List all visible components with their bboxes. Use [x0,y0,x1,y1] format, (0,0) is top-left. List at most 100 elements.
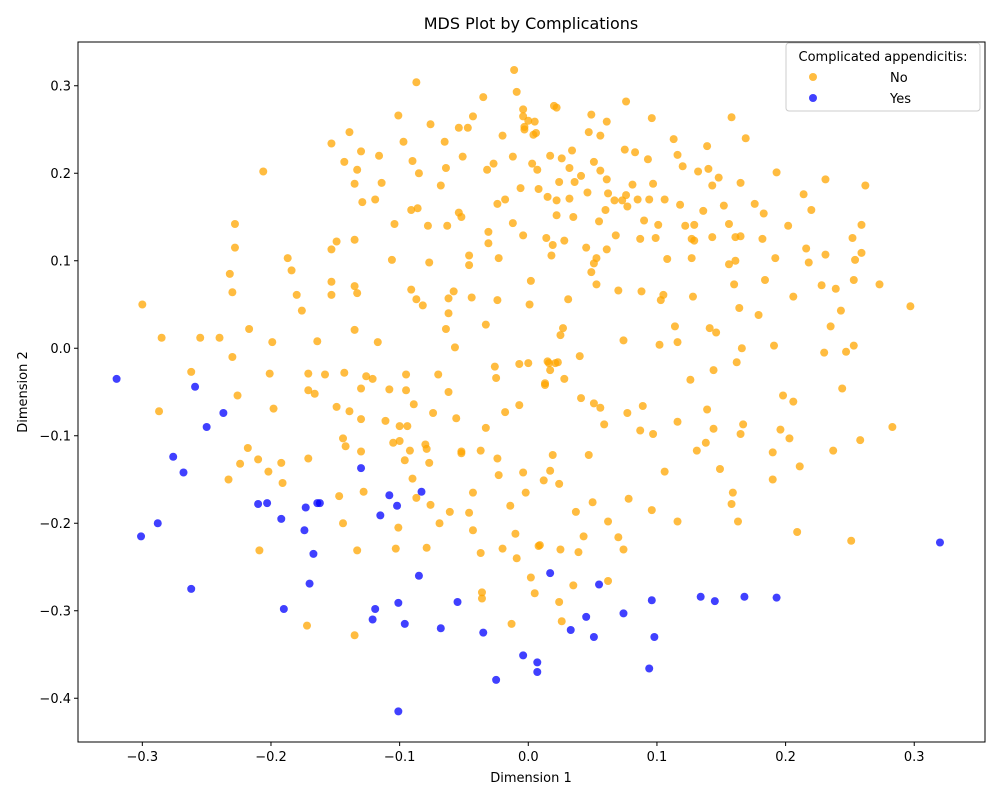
point-no-68 [389,438,398,447]
point-no-344 [820,348,829,357]
point-no-285 [688,292,697,301]
point-no-328 [770,341,779,350]
plot-frame [77,41,986,743]
point-no-246 [622,97,631,106]
point-no-237 [604,577,613,585]
point-no-256 [636,426,645,435]
point-no-266 [654,220,663,229]
point-yes-10 [263,499,272,508]
point-no-25 [304,386,313,395]
point-no-255 [637,287,646,296]
point-no-189 [552,196,561,205]
point-yes-16 [309,549,318,558]
point-no-278 [673,517,682,526]
point-no-51 [357,384,366,393]
point-no-128 [489,159,498,168]
point-no-82 [409,400,418,409]
point-yes-9 [254,500,263,508]
point-yes-36 [533,668,542,676]
point-no-313 [733,517,742,526]
point-no-135 [493,454,502,463]
point-no-305 [724,220,733,228]
point-no-176 [542,234,551,242]
point-no-306 [727,113,736,122]
point-yes-40 [589,633,598,641]
point-yes-47 [710,597,719,606]
point-no-323 [758,234,767,243]
point-no-62 [387,255,396,264]
point-no-78 [414,169,423,178]
point-no-89 [422,543,431,552]
y-tick-label: 0.0 [50,342,71,357]
point-no-352 [842,347,851,356]
point-no-361 [861,181,870,190]
point-no-317 [736,430,745,438]
point-no-56 [371,195,380,204]
point-no-71 [403,422,412,431]
point-no-192 [556,331,565,340]
point-no-133 [490,362,499,371]
point-no-151 [519,231,528,240]
legend-label-no: No [890,71,908,86]
y-axis: −0.4 −0.3 −0.2 −0.1 0.0 0.1 0.2 0.3 [39,79,78,707]
point-no-85 [425,458,434,467]
point-no-259 [643,155,652,164]
point-no-378 [524,359,533,368]
y-tick-label: 0.3 [50,79,71,94]
point-no-326 [768,448,777,457]
point-no-115 [465,261,474,270]
point-no-6 [225,269,234,278]
point-no-263 [647,506,656,515]
point-no-316 [736,232,745,241]
point-no-333 [784,221,793,230]
point-no-232 [602,117,611,126]
point-no-240 [614,286,623,295]
point-no-168 [530,117,539,126]
point-yes-18 [315,499,324,508]
point-no-8 [230,243,239,252]
point-no-100 [444,388,453,396]
point-no-72 [405,446,414,455]
point-yes-38 [566,626,575,634]
point-no-169 [532,129,540,137]
point-no-349 [831,284,840,293]
point-no-86 [408,474,417,483]
point-yes-33 [492,675,501,684]
point-yes-39 [582,612,591,621]
point-no-225 [592,254,601,263]
point-no-291 [701,438,710,447]
point-no-64 [394,111,403,120]
point-yes-24 [393,501,402,510]
point-no-127 [483,165,492,174]
point-no-195 [556,545,565,554]
point-no-60 [381,416,390,425]
x-tick-label: −0.3 [127,750,159,765]
point-no-250 [623,409,632,417]
point-no-65 [399,137,408,146]
point-no-307 [727,500,736,508]
point-no-254 [636,234,645,243]
point-no-37 [341,442,350,451]
point-yes-46 [696,592,705,601]
point-no-202 [565,194,574,203]
point-no-121 [468,526,477,535]
point-no-28 [313,337,322,346]
point-no-10 [228,353,237,361]
point-yes-3 [169,452,178,461]
point-no-210 [575,352,584,361]
point-yes-11 [277,514,286,523]
point-no-39 [345,407,354,416]
point-no-44 [357,147,366,156]
point-yes-43 [645,664,654,673]
point-no-331 [776,425,785,434]
point-no-48 [353,289,362,298]
point-no-147 [508,219,517,228]
point-no-241 [614,533,623,542]
point-no-188 [552,211,561,220]
point-no-233 [602,175,611,184]
point-no-101 [434,370,443,379]
point-no-330 [772,168,781,177]
points-layer [112,66,944,716]
point-no-213 [579,532,588,541]
point-no-220 [589,157,598,166]
